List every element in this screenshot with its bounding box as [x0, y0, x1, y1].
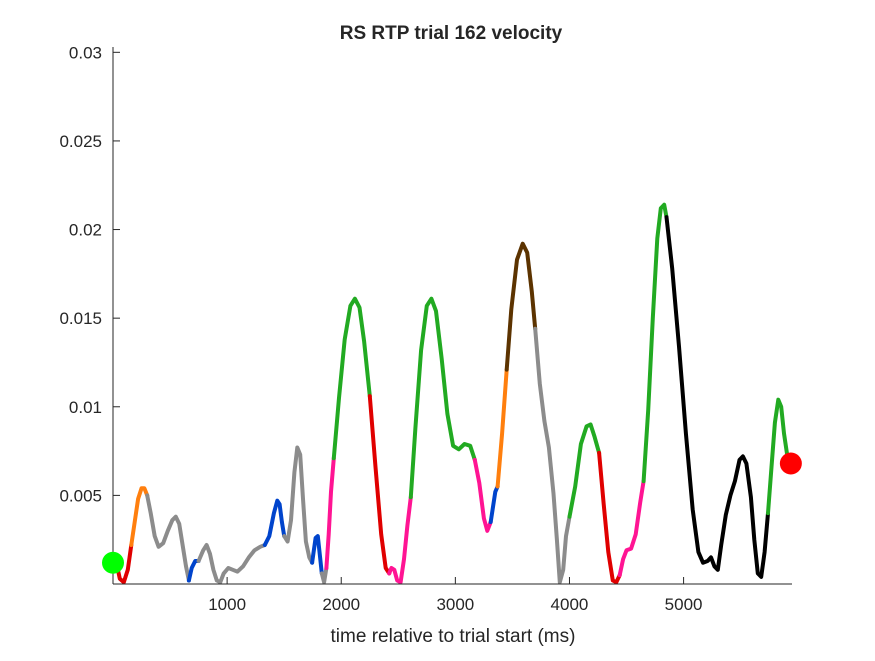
- velocity-segment-11: [367, 394, 392, 576]
- x-tick-label: 2000: [322, 595, 360, 614]
- velocity-segment-4: [196, 543, 267, 585]
- velocity-segment-13: [408, 296, 477, 500]
- velocity-segment-14: [472, 457, 493, 533]
- velocity-segment-12: [387, 495, 413, 585]
- velocity-segment-8: [319, 566, 329, 585]
- marker-group: [102, 452, 802, 574]
- velocity-segment-20: [597, 450, 622, 585]
- velocity-segment-17: [504, 241, 538, 372]
- y-tick-label: 0.03: [69, 43, 102, 62]
- velocity-segment-23: [664, 215, 770, 579]
- velocity-segment-18: [533, 326, 572, 585]
- x-tick-label: 4000: [551, 595, 589, 614]
- end-marker: [779, 452, 802, 475]
- velocity-segment-2: [145, 493, 191, 583]
- y-tick-label: 0.015: [59, 309, 102, 328]
- y-tick-label: 0.005: [59, 486, 102, 505]
- velocity-segment-1: [129, 486, 150, 547]
- y-tick-label: 0.025: [59, 132, 102, 151]
- velocity-segment-16: [495, 367, 509, 489]
- axes-group: [112, 47, 792, 585]
- chart-title: RS RTP trial 162 velocity: [340, 23, 563, 44]
- y-tick-label: 0.01: [69, 398, 102, 417]
- x-axis-label: time relative to trial start (ms): [331, 626, 576, 647]
- x-tick-label: 3000: [436, 595, 474, 614]
- tick-group: 1000 2000 3000 4000 5000 0.005 0.01 0.015 0.02 0.…: [59, 43, 702, 614]
- velocity-segment-24: [766, 397, 793, 516]
- velocity-segment-10: [331, 296, 372, 461]
- velocity-segment-19: [567, 422, 602, 519]
- velocity-segment-0: [114, 543, 134, 585]
- velocity-segment-7: [310, 534, 324, 576]
- x-tick-label: 1000: [208, 595, 246, 614]
- y-tick-label: 0.02: [69, 221, 102, 240]
- velocity-segment-5: [262, 498, 287, 547]
- velocity-segment-6: [282, 445, 315, 565]
- velocity-segment-22: [641, 202, 669, 484]
- velocity-segment-9: [324, 456, 336, 570]
- start-marker: [102, 551, 124, 574]
- x-tick-label: 5000: [665, 595, 703, 614]
- velocity-segment-21: [617, 479, 646, 578]
- series-group: [114, 202, 793, 585]
